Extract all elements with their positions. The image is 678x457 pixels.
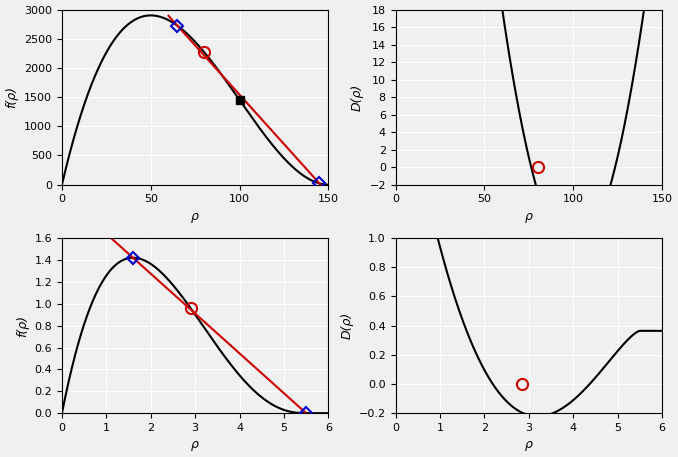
X-axis label: ρ: ρ: [191, 438, 199, 452]
Y-axis label: D(ρ): D(ρ): [351, 84, 364, 111]
Y-axis label: f(ρ): f(ρ): [16, 314, 29, 337]
Y-axis label: D(ρ): D(ρ): [340, 312, 353, 339]
X-axis label: ρ: ρ: [191, 210, 199, 223]
X-axis label: ρ: ρ: [525, 438, 533, 452]
X-axis label: ρ: ρ: [525, 210, 533, 223]
Y-axis label: f(ρ): f(ρ): [5, 86, 18, 108]
